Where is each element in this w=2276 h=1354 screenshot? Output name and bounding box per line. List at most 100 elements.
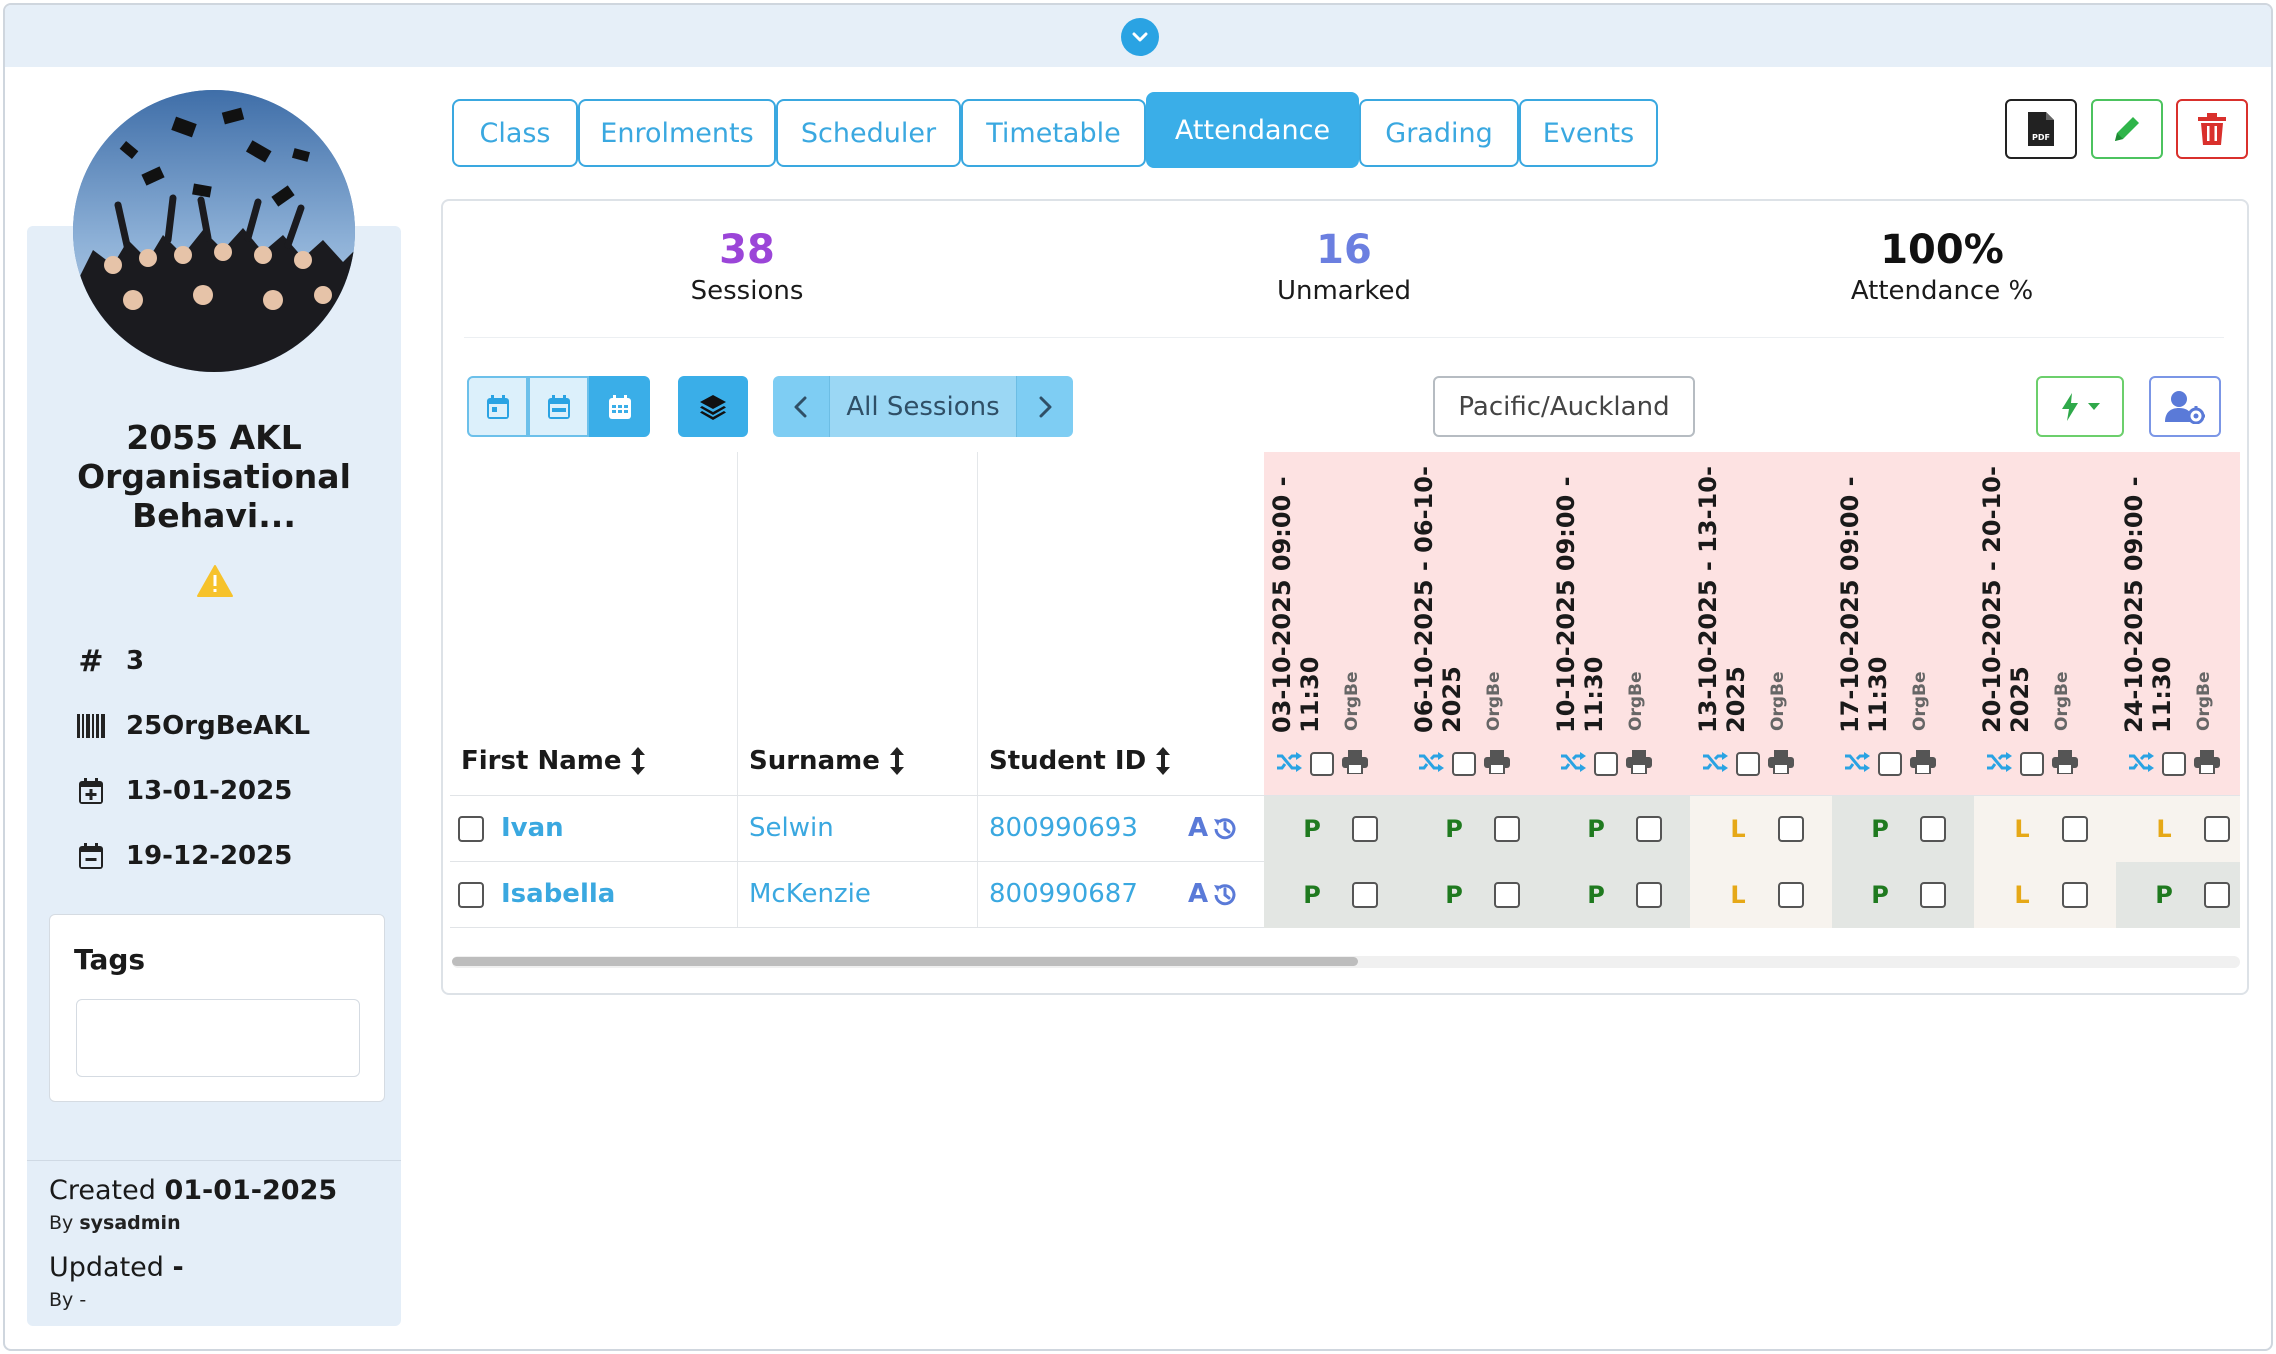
- tab-class[interactable]: Class: [452, 99, 578, 167]
- attendance-code[interactable]: P: [1303, 815, 1321, 843]
- previous-session-button[interactable]: [773, 376, 829, 437]
- session-date[interactable]: 03-10-2025 09:00 - 11:30: [1268, 476, 1324, 733]
- attendance-badge[interactable]: A: [1188, 813, 1209, 843]
- print-button[interactable]: [2052, 750, 2078, 778]
- history-icon[interactable]: [1212, 882, 1238, 908]
- print-button[interactable]: [1626, 750, 1652, 778]
- unmarked-label: Unmarked: [1276, 276, 1412, 306]
- print-button[interactable]: [1910, 750, 1936, 778]
- session-select-checkbox[interactable]: [2020, 752, 2044, 776]
- session-date[interactable]: 17-10-2025 09:00 - 11:30: [1836, 476, 1892, 733]
- attendance-cell: P: [1548, 862, 1690, 928]
- attendance-code[interactable]: P: [1445, 881, 1463, 909]
- session-select-checkbox[interactable]: [1594, 752, 1618, 776]
- attendance-code[interactable]: P: [1587, 815, 1605, 843]
- view-month-button[interactable]: [589, 376, 650, 437]
- attendance-checkbox[interactable]: [1494, 816, 1520, 842]
- horizontal-scrollbar[interactable]: [452, 956, 2240, 968]
- student-id-link[interactable]: 800990687: [989, 879, 1138, 909]
- shuffle-button[interactable]: [1276, 751, 1302, 777]
- attendance-code[interactable]: L: [1730, 881, 1746, 909]
- attendance-checkbox[interactable]: [2204, 816, 2230, 842]
- session-select-checkbox[interactable]: [2162, 752, 2186, 776]
- shuffle-button[interactable]: [1844, 751, 1870, 777]
- print-button[interactable]: [1342, 750, 1368, 778]
- surname-link[interactable]: McKenzie: [749, 879, 871, 909]
- student-id-link[interactable]: 800990693: [989, 813, 1138, 843]
- pdf-button[interactable]: PDF: [2005, 99, 2077, 159]
- delete-button[interactable]: [2176, 99, 2248, 159]
- attendance-checkbox[interactable]: [1636, 816, 1662, 842]
- attendance-checkbox[interactable]: [2204, 882, 2230, 908]
- tab-grading[interactable]: Grading: [1359, 99, 1519, 167]
- attendance-checkbox[interactable]: [1920, 882, 1946, 908]
- session-date[interactable]: 06-10-2025 - 06-10-2025: [1410, 466, 1466, 733]
- attendance-code[interactable]: L: [1730, 815, 1746, 843]
- row-select-checkbox[interactable]: [458, 816, 484, 842]
- timezone-button[interactable]: Pacific/Auckland: [1433, 376, 1695, 437]
- history-icon[interactable]: [1212, 816, 1238, 842]
- session-date[interactable]: 24-10-2025 09:00 - 11:30: [2120, 476, 2176, 733]
- column-student-id[interactable]: Student ID: [989, 746, 1171, 776]
- attendance-checkbox[interactable]: [1352, 882, 1378, 908]
- attendance-checkbox[interactable]: [2062, 882, 2088, 908]
- user-settings-button[interactable]: [2149, 376, 2221, 437]
- surname-link[interactable]: Selwin: [749, 813, 834, 843]
- view-day-button[interactable]: [467, 376, 528, 437]
- shuffle-button[interactable]: [1702, 751, 1728, 777]
- attendance-code[interactable]: L: [2014, 815, 2030, 843]
- view-week-button[interactable]: [528, 376, 589, 437]
- attendance-code[interactable]: L: [2156, 815, 2172, 843]
- attendance-checkbox[interactable]: [1778, 882, 1804, 908]
- attendance-checkbox[interactable]: [1778, 816, 1804, 842]
- collapse-toggle-button[interactable]: [1121, 18, 1159, 56]
- attendance-code[interactable]: P: [1871, 815, 1889, 843]
- print-button[interactable]: [1768, 750, 1794, 778]
- session-select-checkbox[interactable]: [1736, 752, 1760, 776]
- attendance-checkbox[interactable]: [1636, 882, 1662, 908]
- user-gear-icon: [2165, 390, 2205, 424]
- scrollbar-thumb[interactable]: [452, 957, 1358, 966]
- shuffle-button[interactable]: [1986, 751, 2012, 777]
- tab-scheduler[interactable]: Scheduler: [776, 99, 961, 167]
- session-select-checkbox[interactable]: [1310, 752, 1334, 776]
- print-button[interactable]: [2194, 750, 2220, 778]
- column-surname[interactable]: Surname: [749, 746, 904, 776]
- shuffle-button[interactable]: [1418, 751, 1444, 777]
- first-name-link[interactable]: Ivan: [501, 813, 564, 843]
- layers-button[interactable]: [678, 376, 748, 437]
- attendance-code[interactable]: P: [1303, 881, 1321, 909]
- attendance-checkbox[interactable]: [1352, 816, 1378, 842]
- session-select-checkbox[interactable]: [1452, 752, 1476, 776]
- session-filter-select[interactable]: All Sessions: [829, 376, 1017, 437]
- print-button[interactable]: [1484, 750, 1510, 778]
- attendance-code[interactable]: P: [1445, 815, 1463, 843]
- attendance-code[interactable]: L: [2014, 881, 2030, 909]
- attendance-code[interactable]: P: [1871, 881, 1889, 909]
- first-name-link[interactable]: Isabella: [501, 879, 616, 909]
- column-first-name[interactable]: First Name: [461, 746, 646, 776]
- tab-events[interactable]: Events: [1519, 99, 1658, 167]
- edit-button[interactable]: [2091, 99, 2163, 159]
- shuffle-button[interactable]: [2128, 751, 2154, 777]
- attendance-badge[interactable]: A: [1188, 879, 1209, 909]
- attendance-checkbox[interactable]: [1920, 816, 1946, 842]
- session-org: OrgBe: [1768, 671, 1788, 732]
- tab-enrolments[interactable]: Enrolments: [578, 99, 776, 167]
- next-session-button[interactable]: [1017, 376, 1073, 437]
- attendance-checkbox[interactable]: [2062, 816, 2088, 842]
- tab-attendance[interactable]: Attendance: [1146, 92, 1359, 168]
- session-date[interactable]: 20-10-2025 - 20-10-2025: [1978, 466, 2034, 733]
- shuffle-button[interactable]: [1560, 751, 1586, 777]
- quick-actions-dropdown[interactable]: [2036, 376, 2124, 437]
- attendance-code[interactable]: P: [1587, 881, 1605, 909]
- tags-input[interactable]: [76, 999, 360, 1077]
- attendance-checkbox[interactable]: [1494, 882, 1520, 908]
- session-date[interactable]: 10-10-2025 09:00 - 11:30: [1552, 476, 1608, 733]
- session-date[interactable]: 13-10-2025 - 13-10-2025: [1694, 466, 1750, 733]
- session-header: 06-10-2025 - 06-10-2025 OrgBe: [1406, 452, 1548, 795]
- attendance-code[interactable]: P: [2155, 881, 2173, 909]
- tab-timetable[interactable]: Timetable: [961, 99, 1146, 167]
- row-select-checkbox[interactable]: [458, 882, 484, 908]
- session-select-checkbox[interactable]: [1878, 752, 1902, 776]
